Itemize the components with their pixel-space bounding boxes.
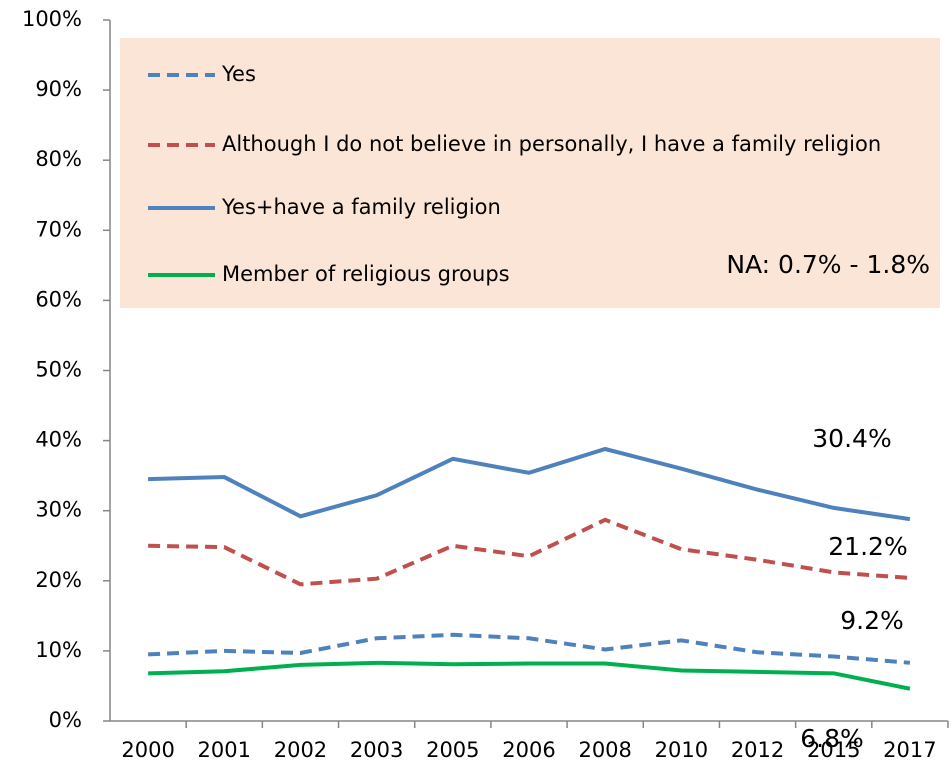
y-tick-label: 30% [35,498,82,522]
annotation: 9.2% [840,606,904,635]
y-tick-label: 40% [35,428,82,452]
y-tick-label: 0% [49,708,82,732]
legend-label: Yes [221,62,256,86]
y-tick-label: 50% [35,358,82,382]
x-tick-label: 2008 [578,738,631,762]
x-tick-label: 2005 [426,738,479,762]
annotation: 21.2% [828,532,907,561]
series-line [148,517,911,587]
legend-label: Yes+have a family religion [221,195,501,219]
y-tick-label: 60% [35,287,82,311]
x-tick-label: 2001 [198,738,251,762]
legend-box [120,38,940,308]
x-tick-label: 2002 [274,738,327,762]
series-line [147,632,911,665]
y-tick-label: 10% [35,638,82,662]
y-tick-label: 70% [35,217,82,241]
x-tick-label: 2010 [655,738,708,762]
x-tick-label: 2006 [502,738,555,762]
annotation: 30.4% [812,424,891,453]
legend-label: Member of religious groups [222,262,510,286]
y-tick-label: 100% [22,7,82,31]
y-tick-label: 20% [35,568,82,592]
series-line [148,660,911,691]
annotation: 6.8% [800,724,864,753]
y-tick-label: 90% [35,77,82,101]
y-tick-label: 80% [35,147,82,171]
annotation: NA: 0.7% - 1.8% [726,250,930,279]
x-tick-label: 2000 [121,738,174,762]
x-tick-label: 2003 [350,738,403,762]
legend-label: Although I do not believe in personally,… [222,132,881,156]
x-tick-label: 2015 [807,738,860,762]
x-tick-label: 2017 [883,738,936,762]
series-line [148,446,911,522]
x-tick-label: 2012 [731,738,784,762]
